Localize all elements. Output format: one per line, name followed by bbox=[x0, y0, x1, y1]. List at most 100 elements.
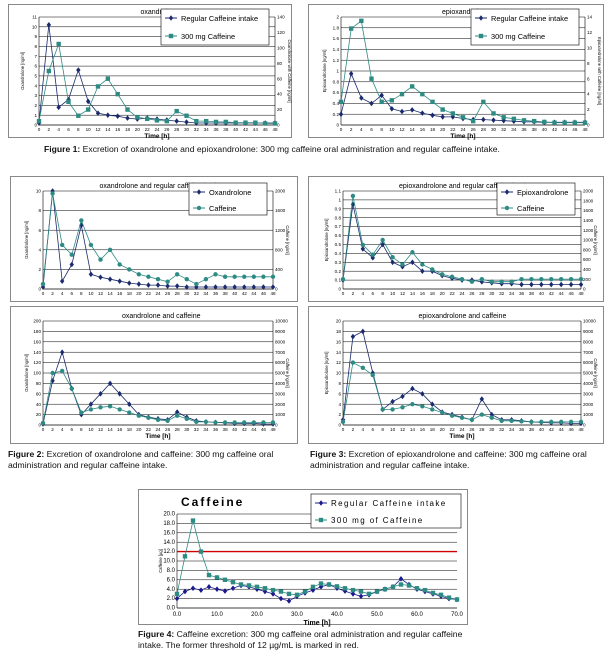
data-point bbox=[270, 591, 276, 597]
y-tick-label: 20.0 bbox=[163, 512, 175, 518]
x-tick-label: 28 bbox=[479, 291, 485, 296]
x-tick-label: 20 bbox=[136, 427, 142, 432]
y2-tick-label: 5000 bbox=[275, 371, 286, 376]
x-tick-label: 6 bbox=[370, 127, 373, 132]
y2-axis-label: Caffeine [ng/ml] bbox=[285, 358, 290, 387]
legend-label: 300 mg of Caffeine bbox=[331, 516, 424, 525]
data-point bbox=[165, 283, 170, 289]
y-tick-label: 140 bbox=[33, 350, 41, 355]
data-point bbox=[340, 277, 346, 282]
series-line bbox=[42, 350, 273, 425]
x-tick-label: 8 bbox=[381, 291, 384, 296]
x-tick-label: 20 bbox=[440, 127, 446, 132]
x-tick-label: 44 bbox=[559, 427, 565, 432]
x-tick-label: 12 bbox=[400, 427, 406, 432]
y-tick-label: 8.0 bbox=[167, 568, 176, 574]
y-tick-label: 0 bbox=[38, 287, 41, 292]
x-tick-label: 22 bbox=[450, 291, 456, 296]
y-tick-label: 2.0 bbox=[167, 596, 176, 602]
data-point bbox=[190, 585, 196, 592]
x-tick-label: 14 bbox=[108, 427, 114, 432]
data-point bbox=[270, 420, 276, 425]
x-tick-label: 60.0 bbox=[411, 612, 423, 618]
data-point bbox=[262, 586, 268, 591]
x-tick-label: 10 bbox=[88, 427, 94, 432]
figure-1-text: Excretion of oxandrolone and epioxandrol… bbox=[80, 144, 500, 154]
y2-tick-label: 6 bbox=[587, 76, 590, 81]
y-tick-label: 0.0 bbox=[167, 606, 176, 612]
data-point bbox=[69, 261, 74, 268]
data-point bbox=[88, 407, 94, 412]
data-point bbox=[350, 193, 356, 199]
data-point bbox=[50, 188, 55, 194]
data-point bbox=[414, 586, 420, 591]
chart-panel-oxandrolone: 0 1 2 3 4 5 6 7 8 9 10 11 0 20 40 60 80 100 120 140 0 2 4 6 8 10 1… bbox=[8, 4, 292, 140]
x-tick-label: 8 bbox=[77, 127, 80, 132]
data-point bbox=[46, 22, 52, 28]
data-point bbox=[459, 277, 465, 282]
data-point bbox=[278, 589, 284, 594]
data-point bbox=[399, 91, 405, 97]
y-tick-label: 10 bbox=[336, 371, 342, 376]
data-point bbox=[358, 593, 364, 600]
y2-tick-label: 6000 bbox=[583, 360, 594, 365]
x-tick-label: 16 bbox=[420, 127, 426, 132]
chart-panel-epioxandrolone-caffeine: 0 2 4 6 8 10 12 14 16 18 20 0 1000 2000 3000 4000 5000 60… bbox=[308, 306, 604, 444]
chart-panel-oxandrolone-regular: 0 2 4 6 8 10 0 400 800 1200 1600 2000 0 2 4 6 8 10 12 14 16 1… bbox=[10, 176, 298, 302]
y-axis-label: Oxandrolone [ng/ml] bbox=[24, 354, 29, 392]
data-point bbox=[410, 385, 415, 392]
data-point bbox=[489, 415, 494, 420]
data-point bbox=[449, 413, 455, 418]
data-point bbox=[499, 418, 504, 424]
legend-marker bbox=[196, 205, 202, 211]
y-axis-label: Epioxandrolone [ng/ml] bbox=[324, 219, 329, 262]
data-point bbox=[88, 271, 94, 278]
x-tick-label: 20 bbox=[136, 291, 142, 296]
data-point bbox=[174, 591, 180, 597]
data-point bbox=[481, 99, 486, 105]
y2-tick-label: 200 bbox=[583, 277, 591, 282]
data-point bbox=[135, 115, 140, 120]
data-point bbox=[382, 587, 388, 592]
x-tick-label: 44 bbox=[253, 127, 259, 132]
y-tick-label: 2 bbox=[34, 103, 37, 108]
chart-title: oxandrolone and caffeine bbox=[122, 313, 201, 320]
data-point bbox=[242, 284, 247, 290]
y-tick-label: 4 bbox=[38, 247, 41, 252]
legend-marker bbox=[478, 15, 484, 21]
y-tick-label: 40 bbox=[36, 402, 42, 407]
data-point bbox=[46, 68, 52, 74]
x-tick-label: 32 bbox=[194, 291, 200, 296]
x-tick-label: 4 bbox=[360, 127, 363, 132]
y2-tick-label: 60 bbox=[277, 76, 283, 81]
x-axis-label: Time [h] bbox=[144, 133, 169, 140]
y2-tick-label: 1000 bbox=[583, 238, 594, 243]
data-point bbox=[261, 420, 266, 425]
y-tick-label: 8 bbox=[338, 381, 341, 386]
data-point bbox=[232, 274, 237, 279]
data-point bbox=[278, 595, 284, 602]
chart-panel-epioxandrolone-regular: 0 0.1 0.2 0.3 0.4 0.5 0.6 0.7 0.8 0.9 1 1.1 0 200 400 6… bbox=[308, 176, 604, 302]
data-point bbox=[539, 277, 544, 282]
x-tick-label: 42 bbox=[549, 291, 555, 296]
x-tick-label: 22 bbox=[145, 127, 151, 132]
data-point bbox=[420, 91, 425, 97]
data-point bbox=[511, 116, 517, 122]
y-tick-label: 0.9 bbox=[335, 206, 342, 211]
chart-title: Caffeine bbox=[181, 495, 244, 509]
y-tick-label: 0.4 bbox=[333, 101, 340, 106]
x-tick-label: 14 bbox=[105, 127, 111, 132]
data-point bbox=[340, 419, 346, 425]
x-tick-label: 30.0 bbox=[291, 612, 303, 618]
y2-tick-label: 3000 bbox=[275, 391, 286, 396]
y2-tick-label: 9000 bbox=[583, 329, 594, 334]
y-tick-label: 0 bbox=[38, 423, 41, 428]
chart-epioxandrolone-and-caffeine: 0246810121416182001000200030004000500060… bbox=[324, 313, 598, 440]
y-tick-label: 0 bbox=[338, 287, 341, 292]
y-tick-label: 100 bbox=[33, 371, 41, 376]
x-tick-label: 34 bbox=[203, 291, 209, 296]
x-tick-label: 6 bbox=[67, 127, 70, 132]
x-tick-label: 24 bbox=[460, 127, 466, 132]
data-point bbox=[549, 277, 554, 282]
data-point bbox=[146, 282, 151, 288]
